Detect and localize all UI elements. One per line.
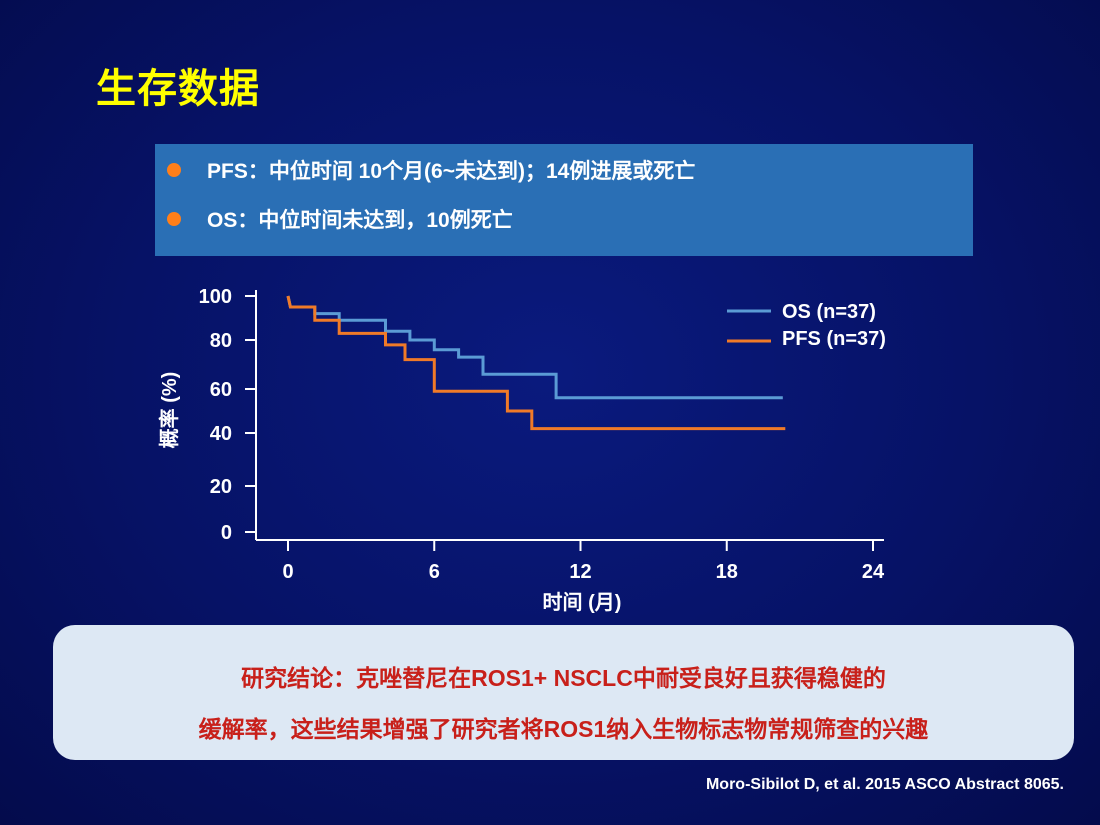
legend-pfs-label: PFS (n=37)	[782, 328, 886, 350]
conclusion-line-1: 研究结论：克唑替尼在ROS1+ NSCLC中耐受良好且获得稳健的	[241, 665, 886, 691]
conclusion-line-2: 缓解率，这些结果增强了研究者将ROS1纳入生物标志物常规筛查的兴趣	[198, 716, 929, 742]
bullet-dot-icon	[167, 163, 181, 177]
legend-os-label: OS (n=37)	[782, 301, 876, 323]
summary-box: PFS：中位时间 10个月(6~未达到)；14例进展或死亡 OS：中位时间未达到…	[155, 144, 973, 256]
bullet-dot-icon	[167, 212, 181, 226]
x-tick-label: 18	[716, 561, 738, 583]
y-tick-label: 20	[210, 476, 232, 498]
x-tick-label: 6	[429, 561, 440, 583]
bullet-os-text: OS：中位时间未达到，10例死亡	[207, 209, 513, 232]
x-tick-label: 0	[282, 561, 293, 583]
km-chart: 0 20 40 60 80 100 0 6 12 18 24 概率 (%) 时间 (月) OS (…	[157, 286, 886, 614]
y-tick-label: 0	[221, 522, 232, 544]
x-axis-label: 时间 (月)	[543, 591, 622, 614]
chart-axes	[255, 290, 884, 541]
x-ticks: 0 6 12 18 24	[282, 540, 885, 583]
x-tick-label: 12	[569, 561, 591, 583]
bullet-pfs-text: PFS：中位时间 10个月(6~未达到)；14例进展或死亡	[207, 160, 696, 183]
pfs-survival-line	[286, 295, 786, 431]
y-tick-label: 60	[210, 379, 232, 401]
legend: OS (n=37) PFS (n=37)	[727, 301, 886, 350]
y-tick-label: 100	[199, 286, 232, 308]
y-tick-label: 80	[210, 330, 232, 352]
x-tick-label: 24	[862, 561, 885, 583]
y-tick-label: 40	[210, 423, 232, 445]
os-survival-line	[286, 295, 783, 400]
bullet-os: OS：中位时间未达到，10例死亡	[167, 204, 513, 234]
y-ticks: 0 20 40 60 80 100	[199, 286, 256, 544]
bullet-pfs: PFS：中位时间 10个月(6~未达到)；14例进展或死亡	[167, 155, 695, 185]
slide-title: 生存数据	[96, 67, 260, 111]
series-lines	[286, 295, 786, 431]
y-axis-label: 概率 (%)	[157, 372, 181, 449]
conclusion-box: 研究结论：克唑替尼在ROS1+ NSCLC中耐受良好且获得稳健的 缓解率，这些结…	[53, 625, 1074, 760]
citation: Moro-Sibilot D, et al. 2015 ASCO Abstrac…	[705, 776, 1064, 793]
